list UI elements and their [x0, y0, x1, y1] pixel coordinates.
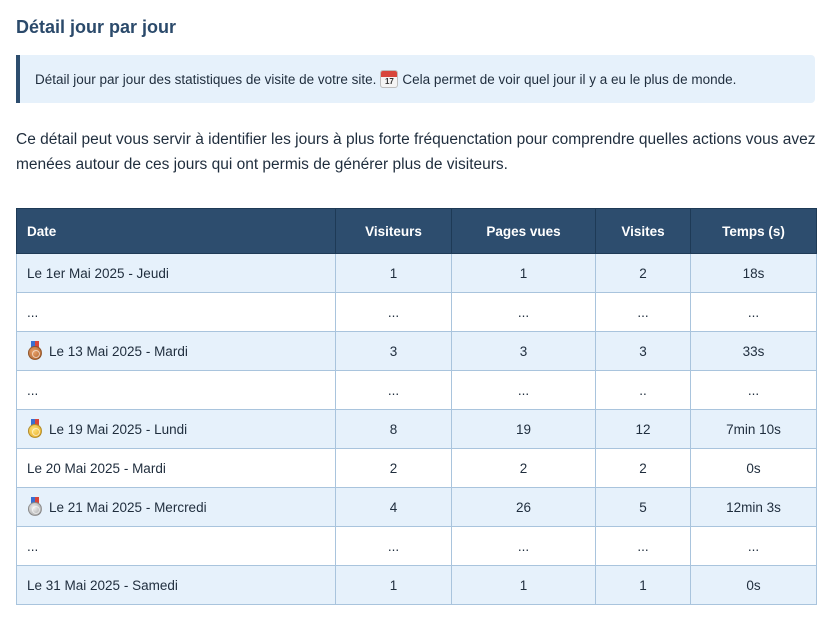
cell-pages-vues: ...: [451, 292, 596, 332]
cell-temps: 12min 3s: [690, 487, 817, 527]
cell-pages-vues: 26: [451, 487, 596, 527]
info-callout: Détail jour par jour des statistiques de…: [16, 55, 815, 103]
stats-table: Date Visiteurs Pages vues Visites Temps …: [16, 208, 817, 605]
date-text: Le 1er Mai 2025 - Jeudi: [27, 265, 169, 281]
cell-visites: 2: [595, 448, 691, 488]
cell-visiteurs: 4: [335, 487, 452, 527]
cell-date: Le 21 Mai 2025 - Mercredi: [16, 487, 336, 527]
page: Détail jour par jour Détail jour par jou…: [16, 17, 817, 605]
date-text: Le 31 Mai 2025 - Samedi: [27, 577, 178, 593]
cell-temps: 0s: [690, 565, 817, 605]
cell-visiteurs: 8: [335, 409, 452, 449]
cell-visites: ...: [595, 292, 691, 332]
table-row: Le 20 Mai 2025 - Mardi 2 2 2 0s: [16, 448, 817, 488]
cell-visites: 1: [595, 565, 691, 605]
calendar-icon: 17: [380, 70, 399, 88]
date-text: ...: [27, 538, 39, 554]
cell-pages-vues: 1: [451, 565, 596, 605]
gold-medal-icon: [27, 419, 43, 439]
cell-date: ...: [16, 526, 336, 566]
intro-paragraph: Ce détail peut vous servir à identifier …: [16, 131, 816, 173]
table-header-row: Date Visiteurs Pages vues Visites Temps …: [16, 208, 817, 254]
cell-pages-vues: 1: [451, 253, 596, 293]
cell-date: ...: [16, 370, 336, 410]
cell-pages-vues: 19: [451, 409, 596, 449]
bronze-medal-icon: [27, 341, 43, 361]
cell-visites: 12: [595, 409, 691, 449]
cell-pages-vues: 2: [451, 448, 596, 488]
date-text: Le 19 Mai 2025 - Lundi: [49, 422, 188, 437]
cell-date: Le 31 Mai 2025 - Samedi: [16, 565, 336, 605]
cell-pages-vues: ...: [451, 526, 596, 566]
cell-temps: 7min 10s: [690, 409, 817, 449]
calendar-icon-day: 17: [384, 77, 394, 86]
cell-temps: 0s: [690, 448, 817, 488]
cell-visiteurs: ...: [335, 370, 452, 410]
cell-date: Le 19 Mai 2025 - Lundi: [16, 409, 336, 449]
cell-visites: 2: [595, 253, 691, 293]
date-text: Le 13 Mai 2025 - Mardi: [49, 344, 188, 359]
cell-visites: 3: [595, 331, 691, 371]
cell-visiteurs: 2: [335, 448, 452, 488]
callout-text-before: Détail jour par jour des statistiques de…: [35, 71, 377, 87]
cell-visites: ...: [595, 526, 691, 566]
cell-date: Le 13 Mai 2025 - Mardi: [16, 331, 336, 371]
header-date: Date: [16, 208, 336, 254]
table-row: Le 1er Mai 2025 - Jeudi 1 1 2 18s: [16, 253, 817, 293]
cell-date: Le 1er Mai 2025 - Jeudi: [16, 253, 336, 293]
table-row: ...............: [16, 292, 817, 332]
cell-temps: ...: [690, 370, 817, 410]
cell-visiteurs: ...: [335, 292, 452, 332]
header-visiteurs: Visiteurs: [335, 208, 452, 254]
table-row: ...............: [16, 526, 817, 566]
cell-visiteurs: 1: [335, 253, 452, 293]
cell-temps: ...: [690, 292, 817, 332]
date-text: ...: [27, 304, 39, 320]
cell-date: Le 20 Mai 2025 - Mardi: [16, 448, 336, 488]
cell-visiteurs: 1: [335, 565, 452, 605]
cell-temps: 18s: [690, 253, 817, 293]
date-text: Le 21 Mai 2025 - Mercredi: [49, 500, 207, 515]
date-text: ...: [27, 382, 39, 398]
cell-visiteurs: ...: [335, 526, 452, 566]
cell-temps: ...: [690, 526, 817, 566]
cell-visites: ..: [595, 370, 691, 410]
cell-visiteurs: 3: [335, 331, 452, 371]
table-row: Le 31 Mai 2025 - Samedi 1 1 1 0s: [16, 565, 817, 605]
silver-medal-icon: [27, 497, 43, 517]
cell-pages-vues: ...: [451, 370, 596, 410]
callout-text-after: Cela permet de voir quel jour il y a eu …: [402, 71, 737, 87]
header-temps: Temps (s): [690, 208, 817, 254]
cell-visites: 5: [595, 487, 691, 527]
table-row: Le 21 Mai 2025 - Mercredi 4 26 5 12min 3s: [16, 487, 817, 527]
table-row: Le 13 Mai 2025 - Mardi 3 3 3 33s: [16, 331, 817, 371]
table-row: Le 19 Mai 2025 - Lundi 8 19 12 7min 10s: [16, 409, 817, 449]
date-text: Le 20 Mai 2025 - Mardi: [27, 460, 166, 476]
cell-temps: 33s: [690, 331, 817, 371]
page-title: Détail jour par jour: [16, 17, 177, 37]
table-row: ..............: [16, 370, 817, 410]
header-visites: Visites: [595, 208, 691, 254]
cell-pages-vues: 3: [451, 331, 596, 371]
header-pages-vues: Pages vues: [451, 208, 596, 254]
cell-date: ...: [16, 292, 336, 332]
